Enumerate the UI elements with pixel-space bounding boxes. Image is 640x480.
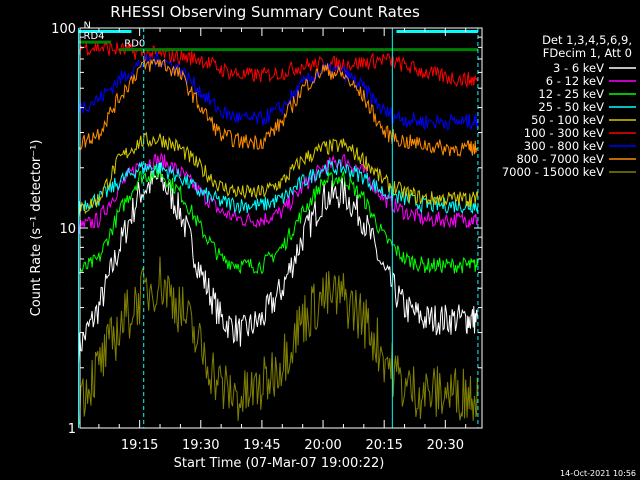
legend-header-2: FDecim 1, Att 0 [543,46,632,60]
x-axis-label: Start Time (07-Mar-07 19:00:22) [174,456,385,471]
series-line-8 [78,256,479,426]
y-tick-label-0: 1 [68,422,76,437]
legend-header-1: Det 1,3,4,5,6,9, [542,33,632,47]
y-axis: 1 10 100 [51,22,482,437]
legend-label-3: 25 - 50 keV [538,100,604,114]
x-tick-label-3: 20:00 [304,438,341,453]
legend-label-7: 800 - 7000 keV [516,152,604,166]
series-8 [78,256,479,426]
series-3 [78,159,479,215]
series-7 [78,58,478,158]
legend-label-1: 6 - 12 keV [546,74,604,88]
annotation-label-2: RD4 [84,31,105,42]
x-tick-label-1: 19:30 [182,438,219,453]
series-4 [78,131,479,218]
y-tick-label-1: 10 [59,222,76,237]
series-layer [78,40,479,426]
x-tick-label-2: 19:45 [243,438,280,453]
x-tick-label-4: 20:15 [365,438,402,453]
series-line-6 [78,51,479,131]
series-2 [78,165,479,275]
chart-title: RHESSI Observing Summary Count Rates [110,3,420,21]
legend: Det 1,3,4,5,6,9, FDecim 1, Att 0 3 - 6 k… [502,33,636,179]
series-line-3 [78,159,479,215]
series-6 [78,51,479,131]
x-axis: 19:15 19:30 19:45 20:00 20:15 20:30 [98,28,467,453]
legend-label-4: 50 - 100 keV [531,113,604,127]
annotation-label-0: N [84,21,91,32]
series-1 [78,151,479,234]
series-line-4 [78,131,479,218]
series-0 [78,162,479,365]
annotation-label-1: RD0 [124,39,145,50]
x-tick-label-0: 19:15 [121,438,158,453]
y-tick-label-2: 100 [51,22,76,37]
footer-timestamp: 14-Oct-2021 10:56 [560,469,636,478]
series-line-0 [78,162,479,365]
legend-label-5: 100 - 300 keV [524,126,604,140]
series-line-1 [78,151,479,234]
legend-label-2: 12 - 25 keV [538,87,604,101]
series-line-7 [78,58,478,158]
legend-label-6: 300 - 800 keV [524,139,604,153]
annotation-layer: N RD0 RD4 [78,21,478,52]
y-axis-label: Count Rate (s⁻¹ detector⁻¹) [29,140,44,317]
x-tick-label-5: 20:30 [427,438,464,453]
legend-label-8: 7000 - 15000 keV [502,165,604,179]
legend-label-0: 3 - 6 keV [553,61,604,75]
series-line-2 [78,165,479,275]
